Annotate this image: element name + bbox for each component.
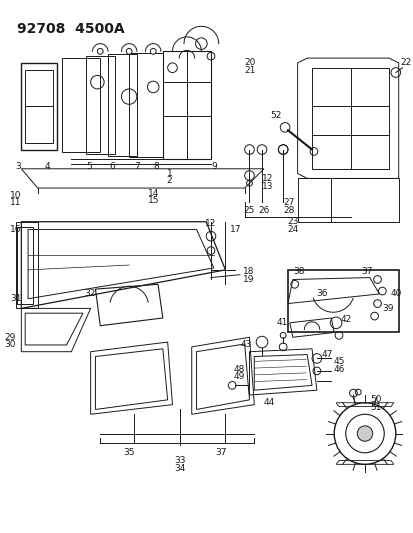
Text: 10: 10	[10, 191, 21, 200]
Text: 40: 40	[390, 289, 401, 298]
Text: 5: 5	[85, 163, 91, 172]
Text: 37: 37	[360, 267, 372, 276]
Text: 24: 24	[287, 225, 298, 234]
Text: 36: 36	[315, 289, 327, 298]
Text: 17: 17	[230, 225, 241, 234]
Circle shape	[356, 426, 372, 441]
Text: 21: 21	[244, 66, 255, 75]
Text: 32: 32	[84, 289, 95, 298]
Circle shape	[150, 49, 156, 54]
Text: 47: 47	[321, 350, 332, 359]
Text: 29: 29	[4, 333, 16, 342]
Bar	[287, 270, 398, 333]
Text: 14: 14	[147, 189, 159, 198]
Text: 41: 41	[276, 318, 287, 327]
Text: 22: 22	[400, 59, 411, 67]
Text: 8: 8	[153, 163, 159, 172]
Text: 35: 35	[123, 448, 135, 457]
Text: 42: 42	[340, 316, 351, 325]
Text: 37: 37	[214, 448, 226, 457]
Text: 44: 44	[263, 398, 274, 407]
Text: 15: 15	[147, 196, 159, 205]
Text: 16: 16	[10, 225, 21, 234]
Text: 9: 9	[211, 163, 216, 172]
Text: 51: 51	[369, 403, 380, 412]
Text: 30: 30	[4, 341, 16, 350]
Text: 28: 28	[282, 206, 294, 215]
Text: 13: 13	[261, 182, 273, 191]
Circle shape	[126, 49, 132, 54]
Text: 49: 49	[233, 372, 244, 381]
Text: 1: 1	[166, 169, 172, 178]
Text: 92708  4500A: 92708 4500A	[17, 21, 125, 36]
Text: 6: 6	[109, 163, 114, 172]
Text: 31: 31	[10, 294, 21, 303]
Text: 12: 12	[261, 174, 273, 183]
Text: 26: 26	[258, 206, 269, 215]
Text: 48: 48	[233, 365, 244, 374]
Text: 38: 38	[292, 267, 304, 276]
Text: 45: 45	[332, 357, 344, 366]
Text: 20: 20	[244, 59, 255, 67]
Text: 19: 19	[242, 275, 254, 284]
Text: 34: 34	[174, 464, 185, 473]
Text: 43: 43	[240, 341, 252, 350]
Text: 23: 23	[287, 217, 298, 226]
Text: 46: 46	[332, 365, 344, 374]
Text: 33: 33	[174, 456, 185, 465]
Text: 25: 25	[243, 206, 254, 215]
Circle shape	[97, 49, 103, 54]
Text: 2: 2	[166, 176, 172, 185]
Text: 27: 27	[282, 198, 294, 207]
Text: 52: 52	[269, 111, 280, 120]
Text: 12: 12	[205, 219, 216, 228]
Text: 18: 18	[242, 267, 254, 276]
Text: 4: 4	[45, 163, 50, 172]
Text: 11: 11	[10, 198, 21, 207]
Text: 39: 39	[382, 304, 393, 313]
Text: 3: 3	[16, 163, 21, 172]
Text: 7: 7	[134, 163, 140, 172]
Text: 50: 50	[369, 395, 380, 405]
